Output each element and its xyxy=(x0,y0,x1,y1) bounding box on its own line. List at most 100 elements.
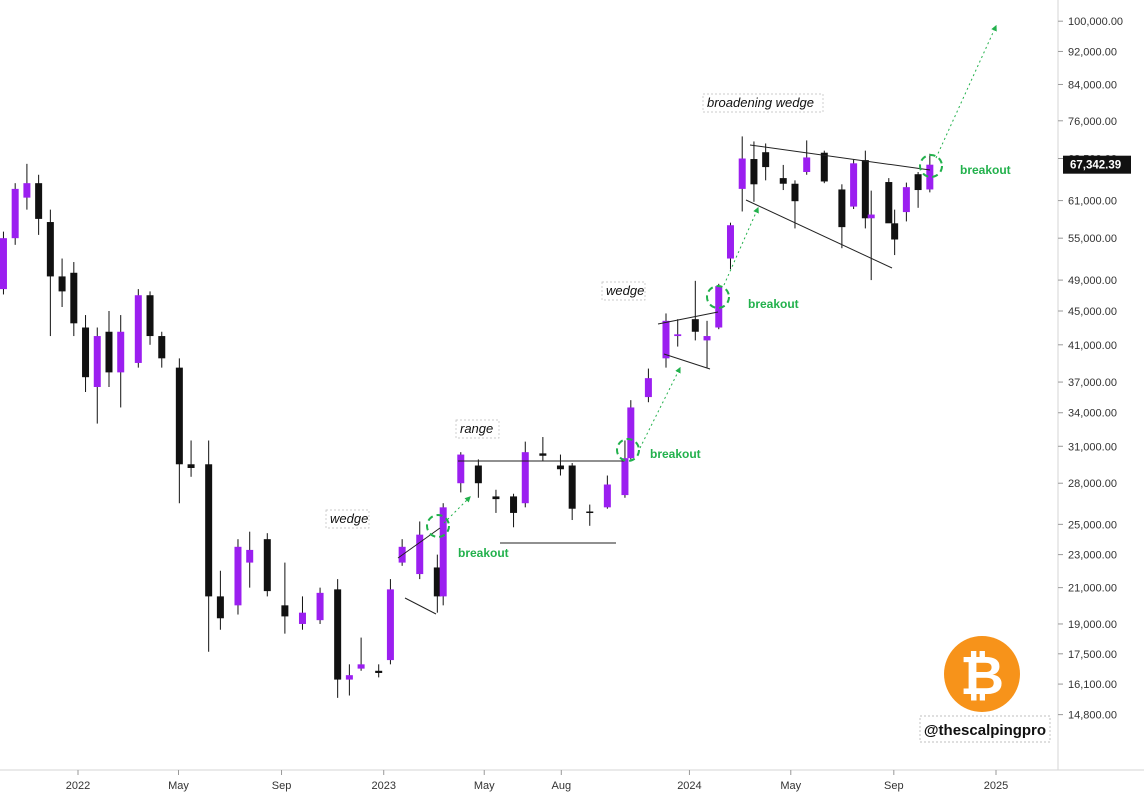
candle-body-bearish xyxy=(691,319,699,332)
x-tick-label: Aug xyxy=(552,780,572,792)
candle-body-bearish xyxy=(891,223,899,240)
y-tick-label: 28,000.00 xyxy=(1068,478,1117,490)
candle-body-bearish xyxy=(105,331,113,373)
breakout-arrow-4 xyxy=(935,24,997,159)
breakout-circle-2 xyxy=(616,438,640,462)
candle-body-bullish xyxy=(902,187,910,213)
breakout-label: breakout xyxy=(960,163,1011,177)
y-tick-label: 16,100.00 xyxy=(1068,679,1117,691)
candle-body-bearish xyxy=(492,496,500,500)
breakout-label: breakout xyxy=(458,546,509,560)
y-tick-label: 49,000.00 xyxy=(1068,275,1117,287)
candle-body-bearish xyxy=(146,295,154,337)
candle-body-bullish xyxy=(23,183,31,198)
y-tick-label: 34,000.00 xyxy=(1068,408,1117,420)
broadening-wedge-upper-line xyxy=(749,144,931,171)
y-tick-label: 37,000.00 xyxy=(1068,377,1117,389)
candle-body-bearish xyxy=(820,152,828,182)
pattern-label: broadening wedge xyxy=(707,95,814,110)
candle-body-bullish xyxy=(662,320,670,359)
candle-body-bullish xyxy=(357,664,365,669)
candle-body-bullish xyxy=(439,507,447,597)
y-tick-label: 23,000.00 xyxy=(1068,550,1117,562)
breakout-label: breakout xyxy=(650,447,701,461)
candle-body-bearish xyxy=(750,159,758,185)
brand-layer: ₿ @thescalpingpro xyxy=(919,636,1051,743)
wedge-2-upper-line xyxy=(657,311,719,325)
candle-body-bearish xyxy=(205,464,213,597)
candle-body-bearish xyxy=(539,453,547,456)
candle-body-bullish xyxy=(416,534,424,575)
current-price-label: 67,342.39 xyxy=(1070,160,1121,172)
y-tick-label: 55,000.00 xyxy=(1068,233,1117,245)
candle-body-bullish xyxy=(674,334,682,337)
candle-body-bullish xyxy=(715,286,723,328)
pattern-label: wedge xyxy=(330,511,368,526)
candle-body-bearish xyxy=(791,183,799,202)
wedge-1-upper-line xyxy=(397,527,441,559)
candle-body-bullish xyxy=(726,225,734,259)
candle-body-bearish xyxy=(281,605,289,617)
candle-body-bearish xyxy=(779,178,787,184)
candle-body-bullish xyxy=(0,238,7,290)
breakout-circle-3 xyxy=(706,285,730,309)
candle-body-bearish xyxy=(375,670,383,673)
watermark-box xyxy=(919,715,1051,743)
pattern-label-box xyxy=(455,419,500,439)
candle-body-bullish xyxy=(803,157,811,173)
candle-body-bullish xyxy=(234,546,242,606)
candle-body-bearish xyxy=(216,596,224,619)
y-tick-label: 61,000.00 xyxy=(1068,196,1117,208)
candle-body-bearish xyxy=(187,464,195,468)
x-tick-label: 2022 xyxy=(66,780,90,792)
x-tick-label: Sep xyxy=(884,780,904,792)
current-price-badge xyxy=(1063,155,1131,174)
breakout-arrow-1 xyxy=(443,496,471,524)
candles-layer xyxy=(0,136,934,698)
candle-body-bullish xyxy=(316,592,324,621)
candle-body-bullish xyxy=(621,458,629,496)
wedge-1-lower-line xyxy=(404,597,437,615)
candle-body-bullish xyxy=(93,336,101,387)
x-tick-label: Sep xyxy=(272,780,292,792)
candle-body-bearish xyxy=(510,496,518,513)
breakout-label: breakout xyxy=(748,297,799,311)
breakout-circle-1 xyxy=(426,514,450,538)
pattern-label-box xyxy=(702,93,824,113)
x-tick-label: May xyxy=(168,780,189,792)
candle-body-bearish xyxy=(762,152,770,168)
bitcoin-symbol: ₿ xyxy=(960,646,1004,706)
candle-body-bullish xyxy=(298,612,306,624)
candle-body-bullish xyxy=(850,163,858,207)
candle-body-bearish xyxy=(158,336,166,359)
x-tick-label: May xyxy=(780,780,801,792)
candle-body-bearish xyxy=(334,589,342,680)
candle-body-bearish xyxy=(58,276,66,292)
candle-body-bearish xyxy=(914,174,922,191)
y-tick-label: 84,000.00 xyxy=(1068,79,1117,91)
candle-body-bullish xyxy=(246,549,254,563)
y-tick-label: 31,000.00 xyxy=(1068,441,1117,453)
pattern-label: wedge xyxy=(606,283,644,298)
breakout-arrow-3 xyxy=(723,206,759,286)
candle-body-bearish xyxy=(35,183,43,219)
candle-body-bullish xyxy=(644,378,652,398)
y-tick-label: 76,000.00 xyxy=(1068,116,1117,128)
candle-body-bearish xyxy=(70,272,78,324)
candle-body-bearish xyxy=(861,160,869,219)
candle-body-bullish xyxy=(11,188,19,239)
y-tick-label: 92,000.00 xyxy=(1068,46,1117,58)
candle-body-bearish xyxy=(263,539,271,592)
candle-body-bearish xyxy=(586,511,594,514)
pattern-label: range xyxy=(460,421,493,436)
pattern-label-box xyxy=(601,281,646,301)
x-tick-label: 2025 xyxy=(984,780,1008,792)
candle-body-bullish xyxy=(703,336,711,341)
y-tick-label: 41,000.00 xyxy=(1068,340,1117,352)
candle-body-bearish xyxy=(46,222,54,277)
pattern-lines-layer xyxy=(397,24,997,615)
candle-body-bullish xyxy=(117,331,125,373)
